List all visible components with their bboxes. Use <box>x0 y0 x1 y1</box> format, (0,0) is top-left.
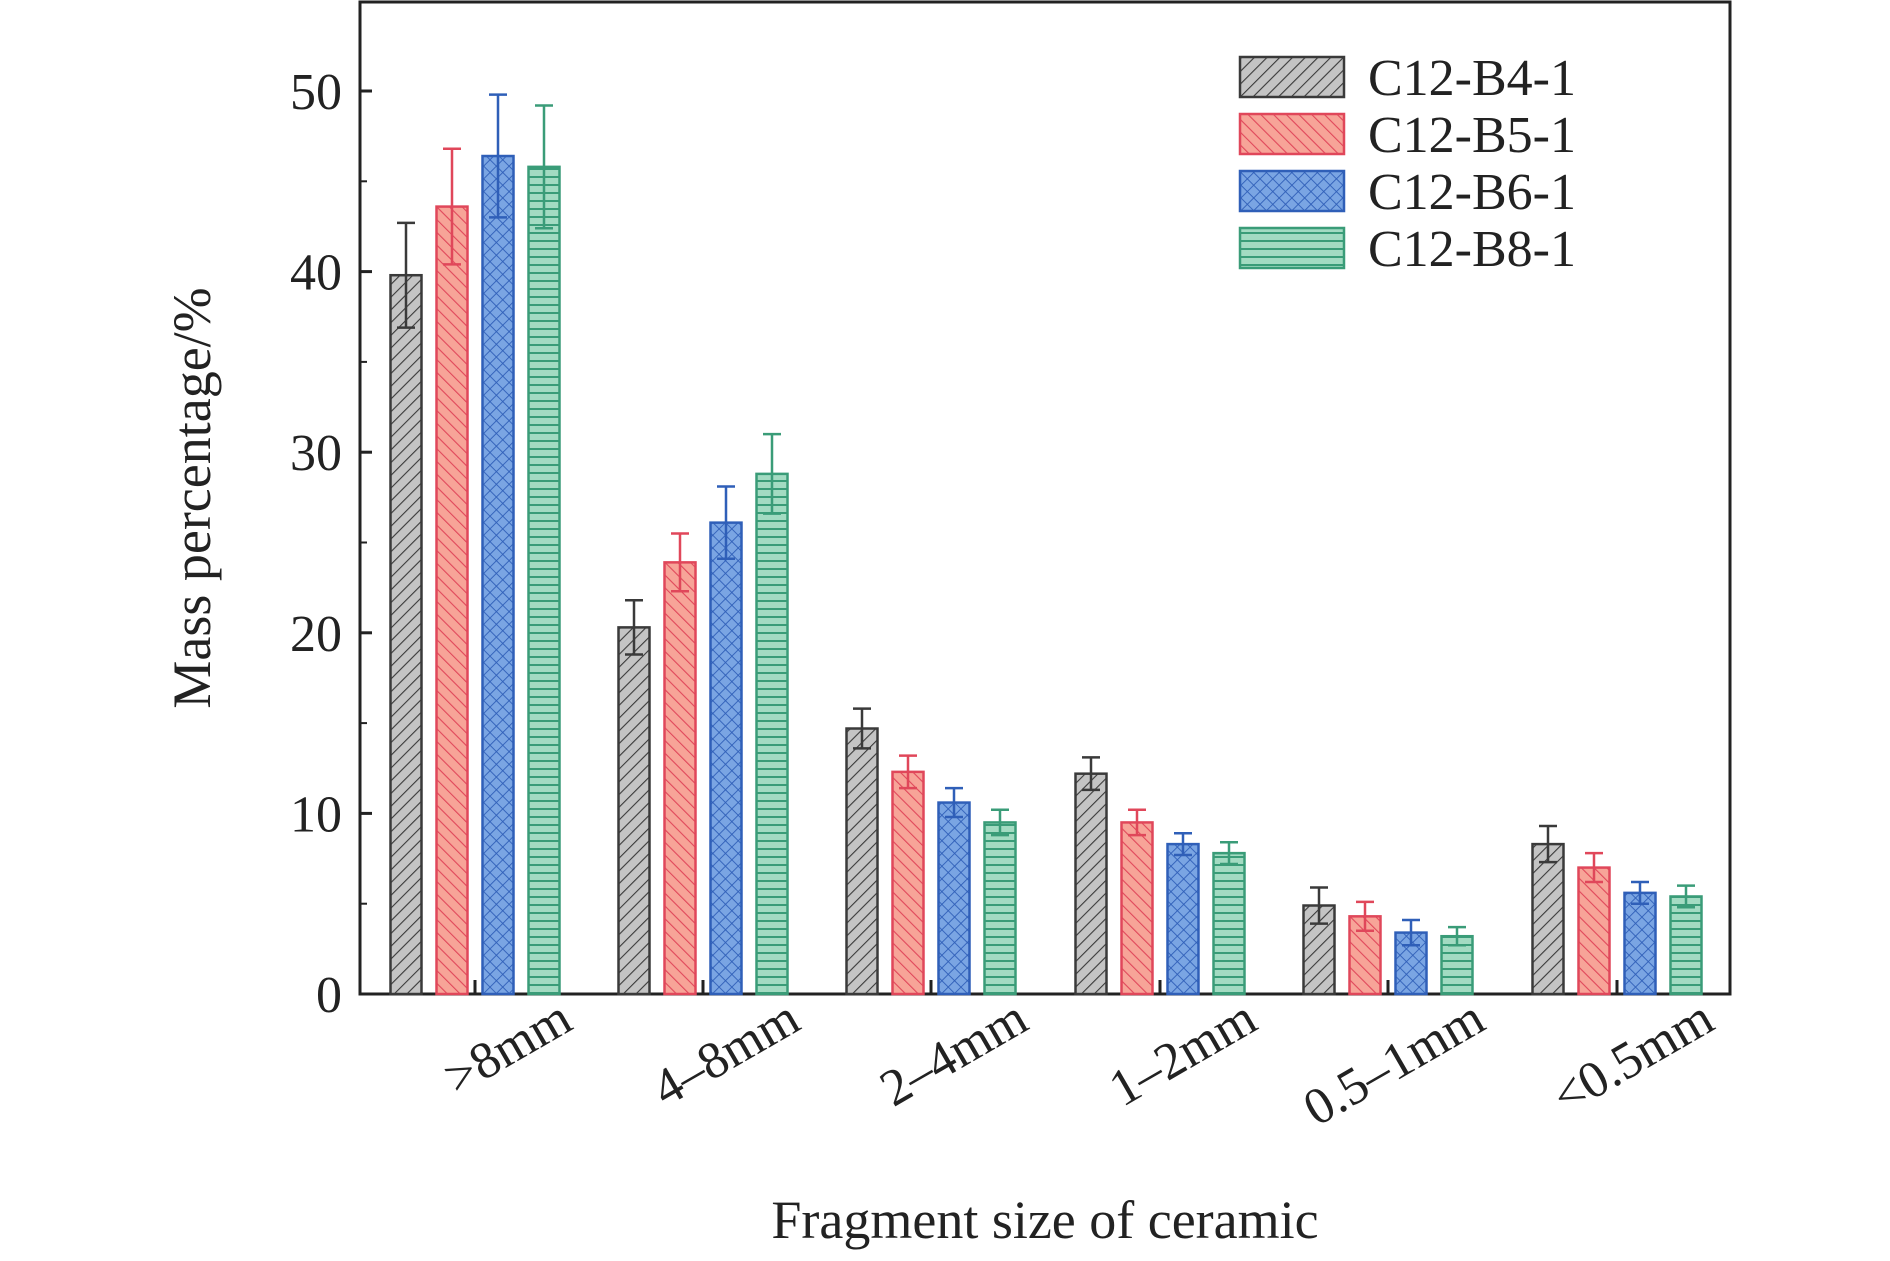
x-tick-label-1: 4–8mm <box>643 989 809 1118</box>
legend-label-C12-B8-1: C12-B8-1 <box>1368 221 1576 278</box>
bar-C12-B4-1-4 <box>1302 904 1336 996</box>
legend-swatch-C12-B6-1 <box>1238 169 1346 213</box>
bar-C12-B5-1-4 <box>1348 915 1382 996</box>
bar-C12-B6-1-1 <box>709 521 743 996</box>
x-axis: >8mm 4–8mm 2–4mm 1–2mm 0.5–1mm <0.5mm <box>435 980 1723 1137</box>
bar-C12-B4-1-5 <box>1531 842 1565 996</box>
y-tick-label-50: 50 <box>290 64 342 121</box>
x-tick-label-3: 1–2mm <box>1100 989 1266 1118</box>
plot-frame <box>358 0 1732 996</box>
y-axis-title: Mass percentage/% <box>162 287 222 708</box>
bar-C12-B6-1-2 <box>937 801 971 996</box>
legend-label-C12-B6-1: C12-B6-1 <box>1368 164 1576 221</box>
legend-label-C12-B5-1: C12-B5-1 <box>1368 107 1576 164</box>
x-tick-label-0: >8mm <box>435 989 581 1106</box>
bar-C12-B4-1-3 <box>1074 772 1108 996</box>
bar-C12-B4-1-0 <box>389 273 423 996</box>
bar-C12-B4-1-2 <box>845 727 879 996</box>
bar-C12-B5-1-0 <box>435 205 469 996</box>
y-tick-label-40: 40 <box>290 245 342 302</box>
bar-C12-B4-1-1 <box>617 626 651 996</box>
bar-C12-B6-1-3 <box>1166 842 1200 996</box>
x-axis-title: Fragment size of ceramic <box>771 1190 1318 1250</box>
legend-swatch-C12-B4-1 <box>1238 55 1346 99</box>
y-tick-label-0: 0 <box>316 967 342 1024</box>
bar-C12-B5-1-3 <box>1120 821 1154 996</box>
bar-C12-B5-1-2 <box>891 770 925 996</box>
legend-label-C12-B4-1: C12-B4-1 <box>1368 50 1576 107</box>
x-tick-label-5: <0.5mm <box>1543 989 1723 1126</box>
bar-C12-B6-1-0 <box>481 154 515 996</box>
bar-C12-B6-1-5 <box>1623 891 1657 996</box>
x-tick-label-4: 0.5–1mm <box>1294 989 1494 1137</box>
bar-C12-B8-1-3 <box>1212 851 1246 996</box>
bar-C12-B8-1-2 <box>983 821 1017 996</box>
y-tick-label-20: 20 <box>290 606 342 663</box>
y-tick-label-10: 10 <box>290 786 342 843</box>
bar-C12-B8-1-5 <box>1669 895 1703 996</box>
legend-swatch-C12-B8-1 <box>1238 226 1346 270</box>
y-axis: 0 10 20 30 40 50 <box>290 64 372 1024</box>
legend-swatch-C12-B5-1 <box>1238 112 1346 156</box>
bar-C12-B8-1-0 <box>527 165 561 996</box>
bar-C12-B8-1-1 <box>755 472 789 996</box>
bar-C12-B5-1-1 <box>663 561 697 996</box>
bar-C12-B5-1-5 <box>1577 866 1611 996</box>
y-tick-label-30: 30 <box>290 425 342 482</box>
bars-layer <box>389 93 1703 996</box>
x-tick-label-2: 2–4mm <box>871 989 1037 1118</box>
